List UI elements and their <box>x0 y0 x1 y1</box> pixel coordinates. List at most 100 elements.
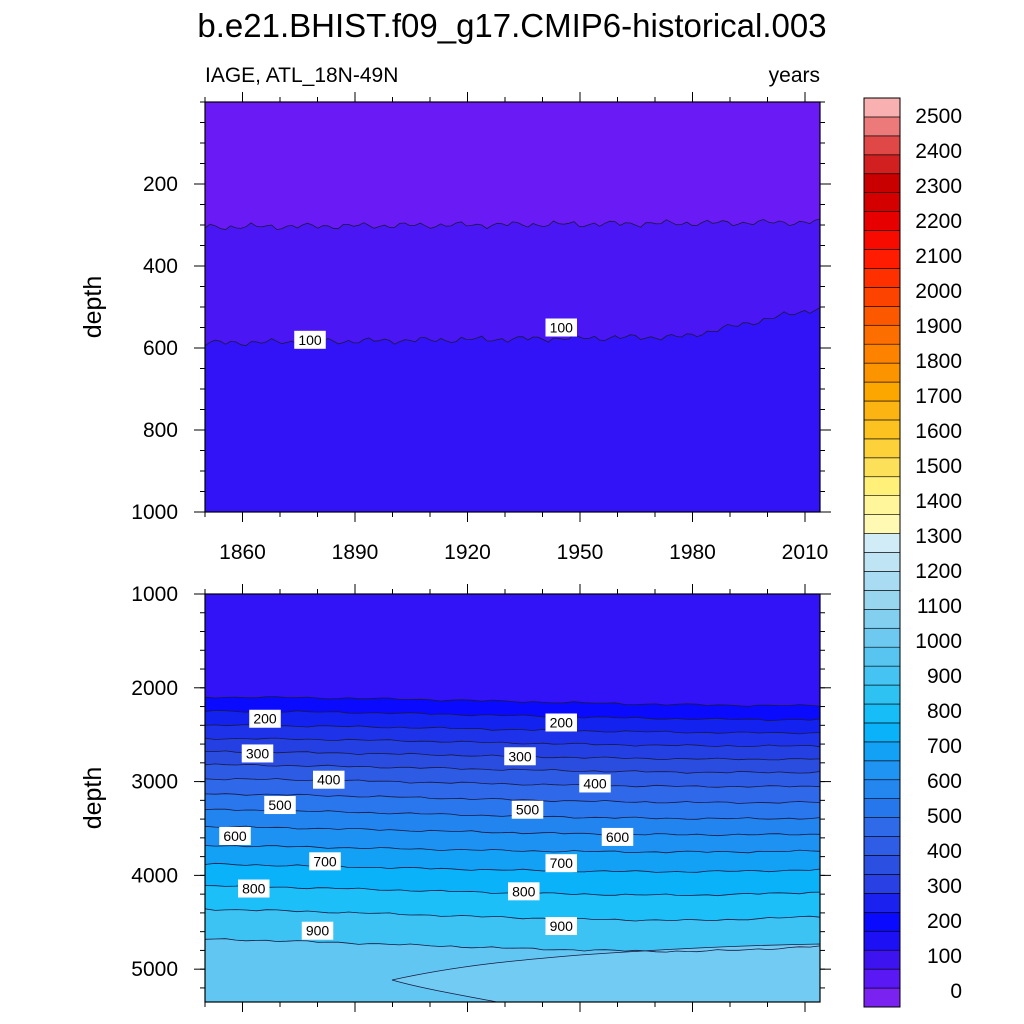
colorbar-label: 2300 <box>915 175 962 198</box>
contour-label: 800 <box>242 881 266 897</box>
lower-panel: 1000 2000 3000 4000 5000 depth 200 200 300 300 400… <box>79 583 831 1012</box>
x-tick-label: 1920 <box>444 541 491 564</box>
colorbar-segment <box>863 968 901 989</box>
y-tick-label: 200 <box>143 173 178 196</box>
contour-label: 100 <box>550 320 574 336</box>
contour-label-box <box>545 713 577 732</box>
contour-label-box <box>264 796 296 815</box>
lower-contour-line <box>204 709 821 722</box>
colorbar-segment <box>863 324 901 345</box>
contour-label: 700 <box>313 853 337 869</box>
colorbar-segment <box>863 912 901 932</box>
contour-label-box <box>238 879 270 898</box>
contour-label: 500 <box>516 802 540 818</box>
upper-contour-line <box>204 218 821 231</box>
lower-contour-line <box>204 724 821 735</box>
y-tick-label: 1000 <box>131 501 178 524</box>
colorbar-segment <box>863 590 901 610</box>
y-tick-label: 800 <box>143 419 178 442</box>
contour-label-box <box>313 770 345 789</box>
contour-label: 400 <box>317 772 341 788</box>
colorbar-label: 100 <box>927 945 962 968</box>
lower-contour-line <box>204 862 821 873</box>
colorbar-segment <box>863 646 901 667</box>
colorbar-label: 2200 <box>915 210 962 233</box>
contour-label-box <box>219 826 251 845</box>
contour-label-box <box>545 318 577 337</box>
plot-frame <box>204 593 821 1003</box>
y-tick-label: 3000 <box>131 771 178 794</box>
contour-label: 800 <box>512 883 536 899</box>
lower-contour-line <box>204 825 821 837</box>
contour-label: 100 <box>298 332 322 348</box>
contour-label-box <box>579 774 611 793</box>
colorbar-label: 2400 <box>915 140 962 163</box>
lower-contour-line <box>204 938 821 953</box>
y-tick-label: 400 <box>143 255 178 278</box>
contour-label-box <box>301 921 334 940</box>
colorbar-segment <box>863 949 901 970</box>
colorbar-segment <box>863 760 901 781</box>
colorbar-segment <box>863 609 901 629</box>
contour-label: 600 <box>223 828 247 844</box>
y-tick-label: 1000 <box>131 583 178 606</box>
colorbar-label: 2100 <box>915 245 962 268</box>
lower-contour-line <box>204 696 821 707</box>
contour-label-box <box>504 747 536 766</box>
colorbar-label: 600 <box>927 770 962 793</box>
upper-y-axis-label: depth <box>79 276 107 339</box>
colorbar-label: 1500 <box>915 455 962 478</box>
colorbar-label: 400 <box>927 840 962 863</box>
contour-label: 900 <box>306 923 330 939</box>
colorbar-segment <box>863 154 901 175</box>
colorbar-segment <box>863 874 901 894</box>
contour-label-box <box>601 827 634 846</box>
colorbar-label: 1900 <box>915 315 962 338</box>
colorbar-segment <box>863 495 901 515</box>
colorbar-label: 1200 <box>915 560 962 583</box>
colorbar-segment <box>863 930 901 951</box>
colorbar-segment <box>863 893 901 913</box>
contour-label: 300 <box>246 745 270 761</box>
colorbar-segment <box>863 400 901 421</box>
lower-contour-line <box>204 763 821 774</box>
x-tick-label: 1980 <box>669 541 716 564</box>
colorbar-label: 2000 <box>915 280 962 303</box>
lower-contour-line <box>204 793 821 804</box>
contour-label: 200 <box>550 714 574 730</box>
colorbar-segment <box>863 684 901 705</box>
colorbar-segment <box>863 192 901 212</box>
colorbar-label: 800 <box>927 700 962 723</box>
lower-fill-deepest <box>391 943 821 1003</box>
lower-contour-line <box>204 845 821 854</box>
colorbar-segment <box>863 987 901 1008</box>
contour-label-box <box>508 882 540 901</box>
colorbar-segment <box>863 173 901 193</box>
colorbar-label: 900 <box>927 665 962 688</box>
colorbar-label: 200 <box>927 910 962 933</box>
lower-contour-line <box>204 737 821 748</box>
contour-label-box <box>294 330 326 349</box>
contour-label: 500 <box>268 797 292 813</box>
colorbar-segment <box>863 741 901 762</box>
colorbar-label: 700 <box>927 735 962 758</box>
colorbar-label: 300 <box>927 875 962 898</box>
lower-fill-band <box>205 594 820 707</box>
contour-label-box <box>511 800 544 819</box>
colorbar-segment <box>863 135 901 156</box>
contour-label: 200 <box>253 711 277 727</box>
contour-label: 600 <box>606 829 630 845</box>
colorbar-segment <box>863 552 901 572</box>
contour-label: 300 <box>508 748 532 764</box>
colorbar-segment <box>863 306 901 326</box>
colorbar-segment <box>863 533 901 553</box>
x-tick-label: 1950 <box>557 541 604 564</box>
colorbar-label: 1000 <box>915 630 962 653</box>
lower-y-axis-label: depth <box>79 767 107 830</box>
lower-contour-line <box>204 778 821 788</box>
contour-label: 900 <box>550 918 574 934</box>
colorbar-segment <box>863 419 901 440</box>
colorbar-segment <box>863 665 901 686</box>
colorbar-segment <box>863 268 901 288</box>
